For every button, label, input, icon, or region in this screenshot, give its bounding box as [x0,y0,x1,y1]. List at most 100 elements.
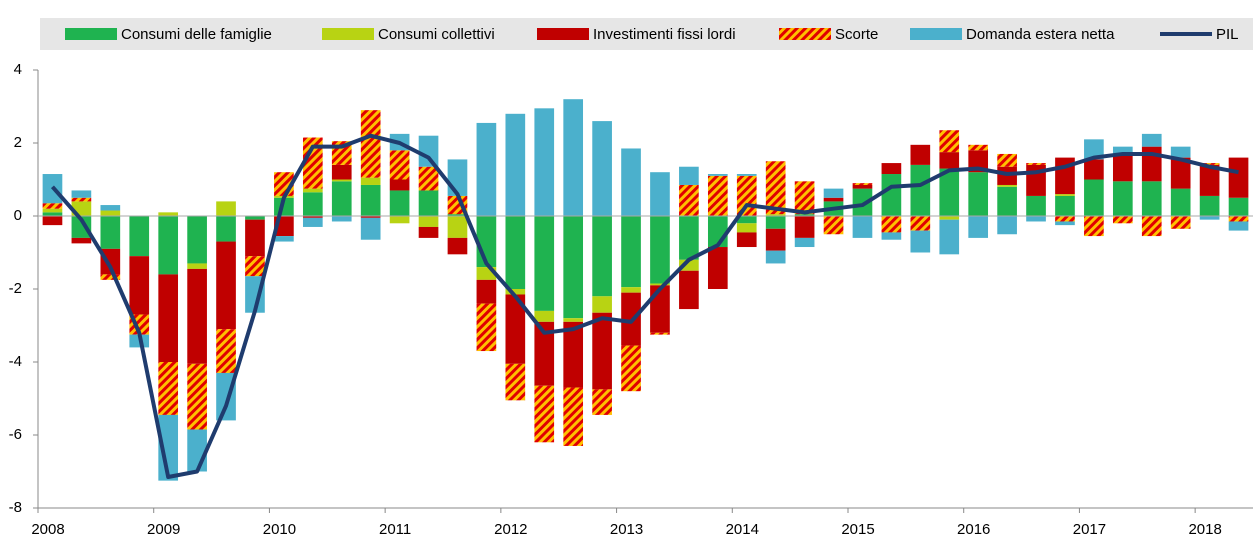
bar-segment [1170,157,1191,189]
bar-segment [592,296,612,313]
bar-segment [447,216,468,238]
bar-segment [997,186,1017,216]
bar-segment [1112,216,1133,224]
x-tick-label: 2016 [957,521,990,538]
bar-segment [621,287,641,293]
bar-segment [1141,216,1162,237]
bar-segment [1141,146,1162,182]
bar-segment [331,181,352,216]
bar-segment [1084,139,1104,160]
bar-segment [389,150,410,180]
legend-label: Consumi collettivi [378,26,495,43]
bar-segment [563,321,584,388]
bar-segment [389,179,410,191]
bar-segment [881,216,902,233]
bar-segment [1084,179,1104,216]
bar-segment [852,188,873,216]
bar-segment [1228,216,1249,222]
y-tick-label: -8 [9,499,22,516]
bar-segment [534,385,555,443]
legend-swatch [322,28,374,40]
bar-segment [129,256,150,315]
bar-segment [245,216,265,220]
bar-segment [534,108,555,216]
bar-segment [1170,216,1191,229]
bar-segment [852,216,873,238]
bar-segment [679,184,699,216]
bar-segment [187,268,207,364]
bar-segment [216,201,236,216]
bar-segment [42,212,63,216]
bar-segment [679,270,699,310]
y-tick-label: -2 [9,280,22,297]
bar-segment [42,203,63,209]
bar-segment [1055,216,1075,222]
bar-segment [1170,146,1191,158]
bar-segment [245,256,265,277]
bar-segment [389,216,410,224]
legend-label: Domanda estera netta [966,26,1115,43]
bar-segment [650,172,670,216]
bar-segment [245,219,265,257]
bar-segment [910,164,931,216]
bar-segment [1055,194,1075,196]
bar-segment [1199,195,1220,216]
bar-segment [563,318,584,322]
x-tick-label: 2018 [1188,521,1221,538]
bar-segment [360,184,381,216]
bar-segment [1026,195,1046,216]
bar-segment [1112,146,1133,156]
bar-segment [621,148,641,216]
legend-label: Consumi delle famiglie [121,26,272,43]
bar-segment [418,226,439,238]
bar-segment [71,216,92,238]
bar-segment [158,414,179,481]
bar-segment [852,183,873,185]
legend-label: PIL [1216,26,1239,43]
bar-segment [1228,197,1249,216]
bar-segment [331,164,352,180]
bar-segment [881,163,902,175]
bar-segment [447,214,468,216]
bar-segment [910,230,931,253]
bar-segment [592,389,612,415]
bar-segment [418,166,439,191]
bar-segment [592,216,612,297]
legend-swatch [779,28,831,40]
bar-segment [447,237,468,255]
bar-segment [621,216,641,288]
bar-segment [1141,133,1162,147]
y-tick-label: -4 [9,353,22,370]
bar-segment [418,135,439,167]
bar-segment [968,144,989,151]
y-tick-label: 2 [14,134,22,151]
bar-segment [534,310,555,322]
bar-segment [331,216,352,222]
bar-segment [968,172,989,216]
bar-segment [302,188,323,193]
x-tick-label: 2014 [726,521,759,538]
bar-segment [505,113,526,216]
bar-segment [968,150,989,173]
bar-segment [42,216,63,226]
bar-segment [1026,163,1046,165]
bar-segment [621,345,641,392]
bar-segment [563,99,584,216]
y-tick-label: 4 [14,61,22,78]
bar-segment [447,159,468,196]
bar-segment [476,279,497,304]
legend-swatch [65,28,117,40]
bar-segment [534,216,555,311]
bar-segment [679,216,699,260]
bar-segment [910,144,931,165]
bar-segment [852,184,873,189]
bar-segment [505,294,526,364]
bar-segment [476,303,497,352]
bar-segment [939,152,960,169]
bar-segment [1055,221,1075,226]
bar-segment [389,190,410,216]
bar-segment [707,174,728,176]
bar-segment [1026,216,1046,222]
bar-segment [505,363,526,401]
